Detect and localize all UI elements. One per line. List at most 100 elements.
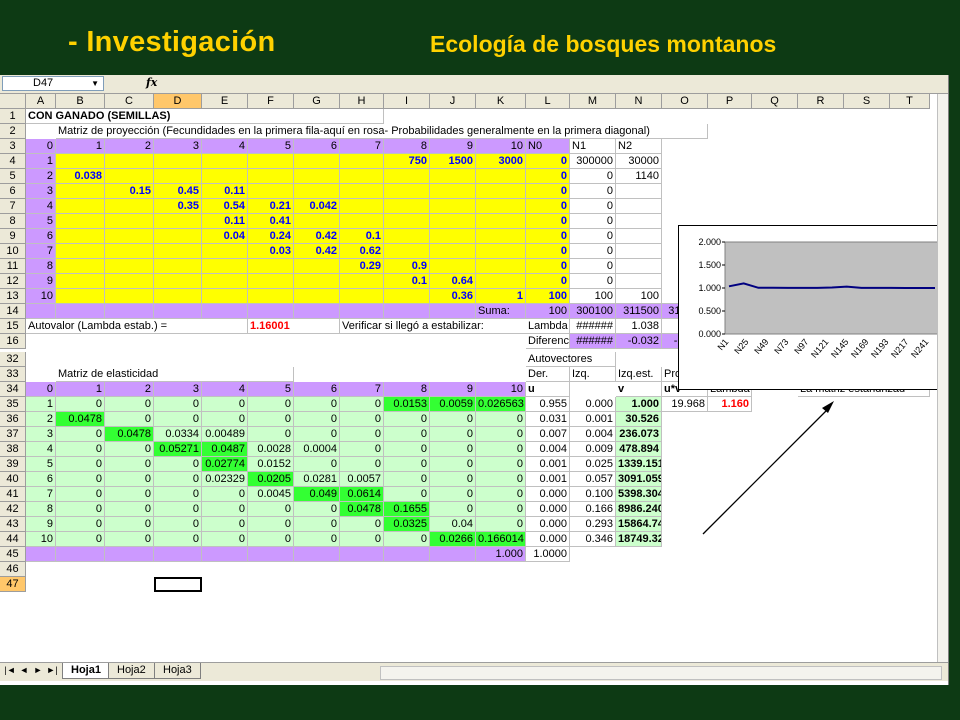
elasticity-cell[interactable]: 0.0478 [56,412,105,427]
elasticity-cell[interactable]: 0 [294,532,340,547]
lambda2-value[interactable]: 1.160 [708,397,752,412]
matrix-cell[interactable] [202,274,248,289]
n1-cell[interactable]: 300000 [570,154,616,169]
elasticity-cell[interactable]: 0 [154,397,202,412]
elasticity-cell[interactable]: 0 [384,457,430,472]
stage-header[interactable]: 1 [56,139,105,154]
matrix-cell[interactable] [56,259,105,274]
matrix-cell[interactable] [384,229,430,244]
matrix-cell[interactable] [384,199,430,214]
matrix-cell[interactable] [105,154,154,169]
matrix-cell[interactable]: 0.42 [294,244,340,259]
elasticity-cell[interactable]: 0 [384,487,430,502]
purple-band[interactable] [105,304,154,319]
der-cell[interactable]: 0.007 [526,427,570,442]
elasticity-cell[interactable]: 0 [476,412,526,427]
matrix-cell[interactable] [56,274,105,289]
row-header[interactable]: 11 [0,259,26,274]
matrix-cell[interactable] [105,244,154,259]
elasticity-cell[interactable]: 0 [56,397,105,412]
matrix-cell[interactable] [105,259,154,274]
elasticity-cell[interactable]: 0.05271 [154,442,202,457]
chevron-down-icon[interactable]: ▼ [91,79,99,88]
stage-header[interactable]: 9 [430,139,476,154]
elasticity-cell[interactable]: 0 [294,457,340,472]
stage-label[interactable]: 9 [26,274,56,289]
elasticity-cell[interactable]: 0 [202,487,248,502]
purple-band[interactable] [105,547,154,562]
purple-band[interactable] [56,547,105,562]
elasticity-cell[interactable]: 0 [202,517,248,532]
matrix-cell[interactable] [105,169,154,184]
diferencia-label[interactable]: Diferencia [526,334,570,349]
matrix-cell[interactable] [248,184,294,199]
matrix-cell[interactable]: 0.04 [202,229,248,244]
suma-cell[interactable]: 311500 [616,304,662,319]
elasticity-cell[interactable]: 0 [430,442,476,457]
lambda-cell[interactable]: 1.038 [616,319,662,334]
stage-header[interactable]: 6 [294,382,340,397]
elasticity-cell[interactable]: 0 [105,502,154,517]
stage-label[interactable]: 5 [26,214,56,229]
row-header[interactable]: 1 [0,109,26,124]
matrix-cell[interactable] [56,289,105,304]
matrix-cell[interactable]: 0.1 [384,274,430,289]
purple-band[interactable] [294,547,340,562]
elasticity-cell[interactable]: 0 [105,412,154,427]
stage-label[interactable]: 2 [26,169,56,184]
diferencia-cell[interactable]: -0.032 [616,334,662,349]
elasticity-cell[interactable]: 0 [384,427,430,442]
n1-cell[interactable]: 0 [570,259,616,274]
matrix-cell[interactable] [56,184,105,199]
n1-cell[interactable]: 0 [570,184,616,199]
elasticity-cell[interactable]: 0 [430,472,476,487]
matrix-cell[interactable] [340,274,384,289]
stage-header[interactable]: 10 [476,139,526,154]
stage-header[interactable]: 5 [248,139,294,154]
elasticity-cell[interactable]: 0 [476,517,526,532]
row-header[interactable]: 42 [0,502,26,517]
elasticity-cell[interactable]: 0 [430,487,476,502]
elasticity-cell[interactable]: 0 [154,487,202,502]
izq-cell[interactable]: 0.000 [570,397,616,412]
row-header[interactable]: 14 [0,304,26,319]
matrix-cell[interactable] [430,169,476,184]
row-header[interactable]: 3 [0,139,26,154]
stage-header[interactable]: 9 [430,382,476,397]
row-header[interactable]: 15 [0,319,26,334]
elasticity-cell[interactable]: 0 [56,442,105,457]
stage-header[interactable]: 2 [105,382,154,397]
column-header[interactable]: M [570,94,616,109]
elasticity-cell[interactable]: 0.026563 [476,397,526,412]
purple-band[interactable] [430,304,476,319]
purple-band[interactable] [248,547,294,562]
fx-icon[interactable]: fx [146,76,158,89]
elasticity-cell[interactable]: 0 [56,502,105,517]
der-cell[interactable]: 0.000 [526,502,570,517]
stage-label[interactable]: 8 [26,259,56,274]
izq-cell[interactable]: 0.025 [570,457,616,472]
der-cell[interactable]: 0.004 [526,442,570,457]
n0-cell[interactable]: 100 [526,289,570,304]
izq-cell[interactable]: 0.346 [570,532,616,547]
stage-label[interactable]: 7 [26,487,56,502]
n0-cell[interactable]: 0 [526,169,570,184]
active-cell-selection[interactable] [154,577,202,592]
elasticity-cell[interactable]: 0 [154,457,202,472]
n2-cell[interactable] [616,259,662,274]
elasticity-cell[interactable]: 0.049 [294,487,340,502]
izq-cell[interactable]: 0.057 [570,472,616,487]
stage-header[interactable]: 1 [56,382,105,397]
elasticity-cell[interactable]: 0.0281 [294,472,340,487]
name-box[interactable]: D47 ▼ [2,76,104,91]
stage-label[interactable]: 5 [26,457,56,472]
der-cell[interactable]: 0.001 [526,457,570,472]
elasticity-cell[interactable]: 0 [105,472,154,487]
purple-band[interactable] [154,547,202,562]
elasticity-cell[interactable]: 0 [154,502,202,517]
matrix-cell[interactable]: 0.9 [384,259,430,274]
select-all-corner[interactable] [0,94,26,109]
der-cell[interactable]: 0.001 [526,472,570,487]
elasticity-cell[interactable]: 0 [340,397,384,412]
elasticity-cell[interactable]: 0 [248,517,294,532]
